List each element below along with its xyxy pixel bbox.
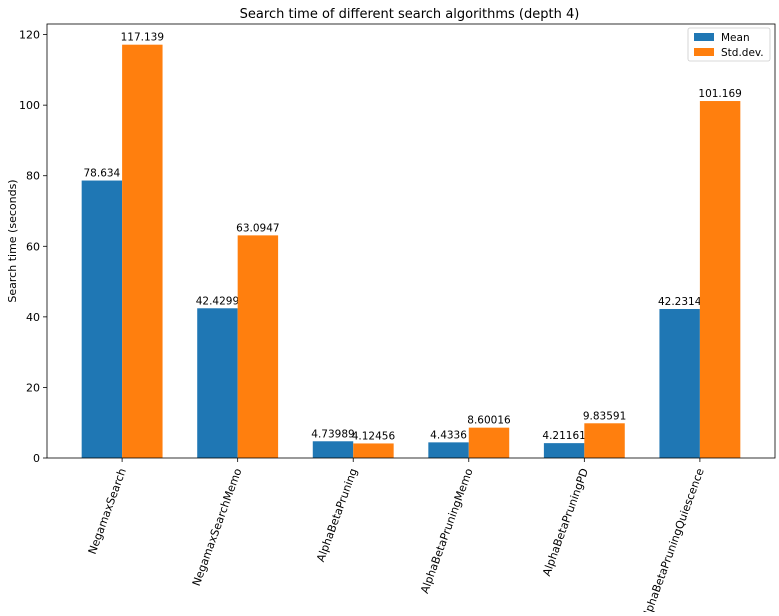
y-tick-label: 40	[26, 311, 40, 324]
bar-stddev	[468, 427, 510, 458]
chart-title: Search time of different search algorith…	[240, 7, 580, 22]
y-tick-label: 120	[19, 29, 40, 42]
legend: Mean Std.dev.	[687, 27, 771, 62]
bar-mean	[197, 308, 238, 458]
bar-stddev	[122, 44, 163, 459]
bar-value-label: 4.4336	[430, 429, 467, 441]
bar-stddev	[584, 423, 625, 458]
bar-value-label: 63.0947	[236, 222, 279, 234]
bar-value-label: 117.139	[121, 32, 164, 44]
y-tick-label: 0	[33, 452, 40, 465]
y-tick-label: 60	[26, 240, 40, 253]
legend-swatch-mean	[694, 33, 714, 41]
bar-stddev	[353, 443, 394, 458]
bar-mean	[81, 180, 123, 459]
bar-stddev	[699, 101, 741, 458]
bar-value-label: 4.12456	[352, 430, 396, 442]
bar-value-label: 9.83591	[583, 410, 626, 422]
bar-value-label: 101.169	[698, 88, 741, 100]
bar-mean	[543, 443, 585, 458]
y-tick-label: 100	[19, 99, 40, 112]
y-tick-label: 20	[26, 381, 40, 394]
bar-value-label: 78.634	[84, 168, 121, 180]
legend-label: Std.dev.	[721, 47, 764, 59]
bar-value-label: 42.2314	[658, 296, 702, 308]
y-tick-label: 80	[26, 170, 40, 183]
bar-stddev	[237, 235, 279, 458]
bar-mean	[428, 442, 469, 458]
y-axis-label: Search time (seconds)	[6, 179, 19, 302]
legend-label: Mean	[721, 32, 750, 44]
bar-mean	[659, 308, 700, 458]
bar-value-label: 8.60016	[467, 415, 511, 427]
bar-value-label: 4.21161	[542, 430, 585, 442]
bar-mean	[312, 441, 354, 458]
legend-swatch-stddev	[694, 48, 714, 56]
bar-value-label: 42.4299	[196, 295, 239, 307]
bar-value-label: 4.73989	[311, 428, 354, 440]
plot-frame	[46, 23, 776, 459]
